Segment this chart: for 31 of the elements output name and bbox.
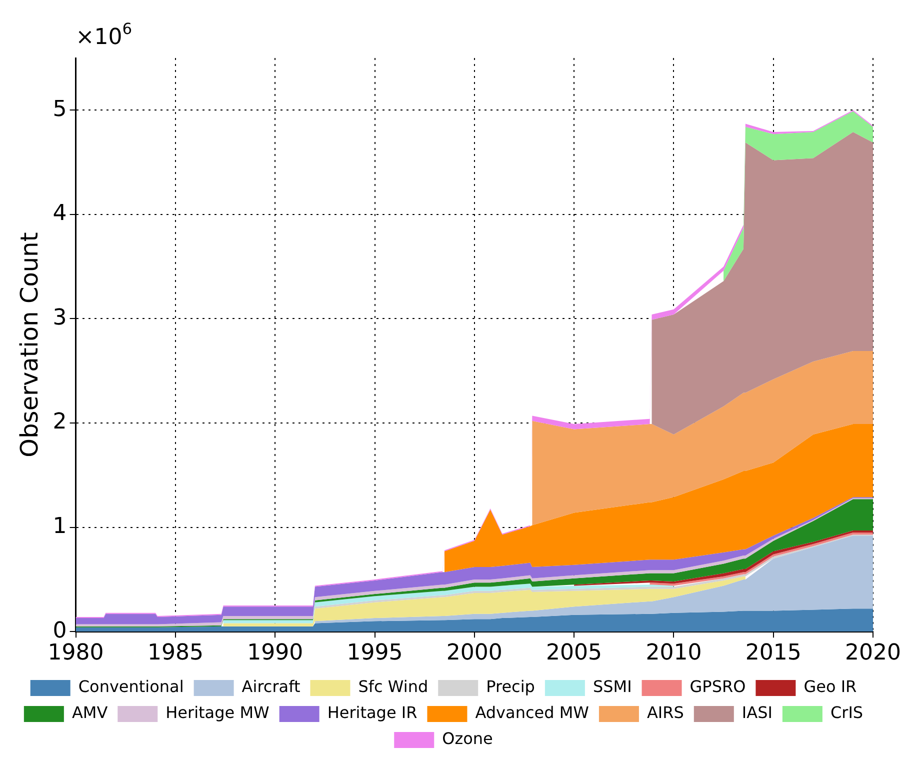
x-tick-label: 2020 <box>845 640 902 666</box>
x-tick-label: 2005 <box>546 640 602 666</box>
x-tick-label: 2010 <box>646 640 702 666</box>
y-tick-label: 2 <box>52 410 67 435</box>
x-tick-label: 2015 <box>745 640 802 666</box>
x-tick-label: 1995 <box>346 640 403 666</box>
legend-label: Heritage IR <box>327 703 418 722</box>
legend-label: Aircraft <box>242 677 300 696</box>
y-tick-label: 4 <box>52 201 67 226</box>
y-tick-label: 5 <box>52 96 67 122</box>
legend-label: GPSRO <box>690 677 746 696</box>
x-tick-label: 2000 <box>446 640 502 666</box>
y-axis-title: Observation Count <box>16 232 44 458</box>
x-tick-label: 1990 <box>247 640 304 666</box>
x-tick-label: 1980 <box>48 640 104 666</box>
legend-label: Advanced MW <box>475 703 590 722</box>
legend-label: SSMI <box>592 677 632 696</box>
y-tick-label: 0 <box>52 618 67 644</box>
legend-label: AMV <box>72 703 108 722</box>
legend-label: Geo IR <box>804 677 857 696</box>
legend-label: IASI <box>742 703 772 722</box>
x-tick-label: 1985 <box>147 640 204 666</box>
legend-label: Heritage MW <box>166 703 270 722</box>
legend-label: Sfc Wind <box>358 677 428 696</box>
legend-label: Precip <box>486 677 535 696</box>
legend-label: CrIS <box>830 703 864 722</box>
y-tick-label: 3 <box>52 305 67 330</box>
legend-label: Conventional <box>78 677 184 696</box>
legend-label: AIRS <box>646 703 684 722</box>
y-tick-label: 1 <box>52 514 67 540</box>
legend-label: Ozone <box>442 729 493 748</box>
